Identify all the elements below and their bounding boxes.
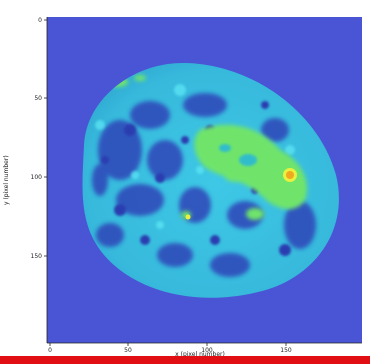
x-axis-title: x (pixel number) bbox=[175, 351, 225, 358]
y-tick-label: 100 bbox=[31, 174, 43, 181]
y-axis-title: y (pixel number) bbox=[3, 155, 10, 205]
footer-accent-bar bbox=[0, 356, 370, 364]
x-tick-label: 0 bbox=[48, 347, 52, 354]
x-tick-label: 50 bbox=[124, 347, 132, 354]
y-tick-label: 0 bbox=[38, 17, 42, 24]
hotspot-marker bbox=[185, 168, 297, 220]
y-tick-label: 50 bbox=[34, 95, 42, 102]
y-tick-label: 150 bbox=[31, 253, 43, 260]
x-tick-label: 150 bbox=[280, 347, 292, 354]
x-tick-label: 100 bbox=[201, 347, 213, 354]
